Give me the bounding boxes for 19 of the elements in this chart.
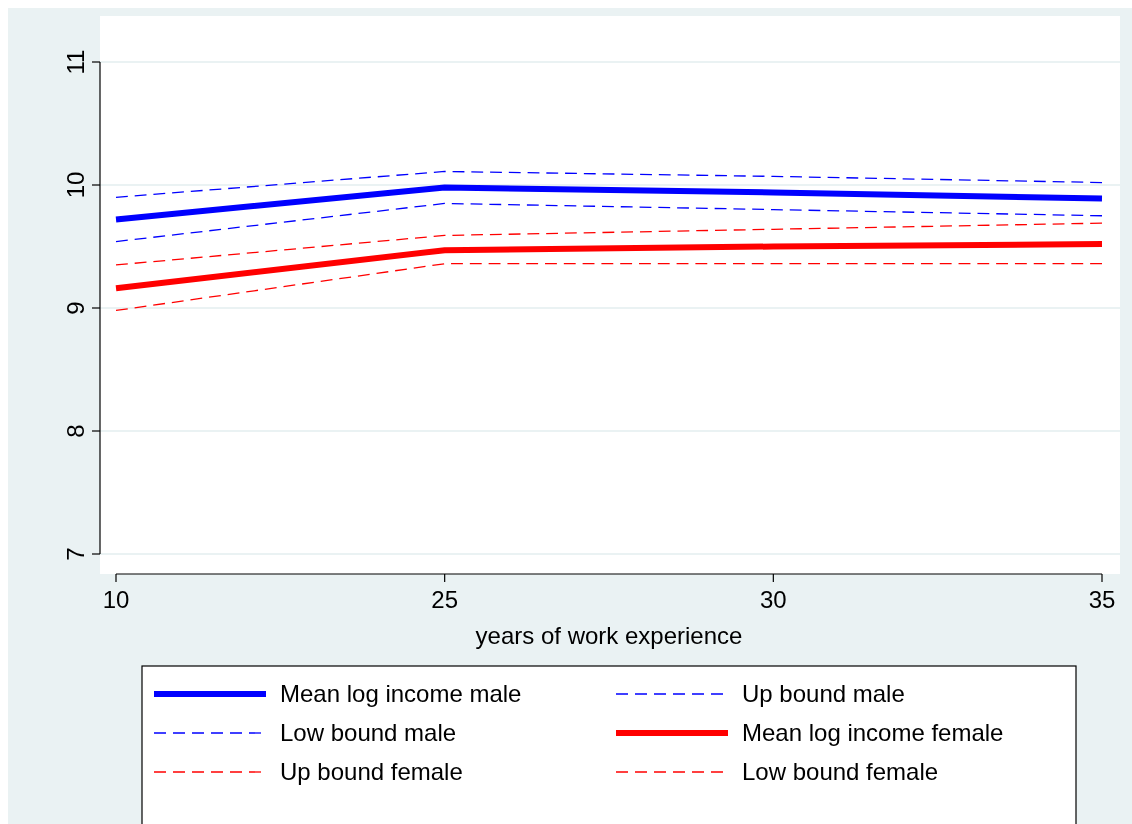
y-tick-label: 9 <box>62 301 89 315</box>
line-series <box>115 170 1103 198</box>
line-series <box>115 222 1103 266</box>
legend-label: Up bound male <box>742 680 905 707</box>
y-tick-label: 11 <box>62 49 89 75</box>
x-tick-label: 10 <box>102 586 130 613</box>
legend-label: Low bound male <box>280 719 457 746</box>
line-series <box>115 202 1103 243</box>
y-tick-label: 8 <box>62 424 89 438</box>
y-tick-label: 7 <box>62 547 89 561</box>
x-tick-label: 25 <box>431 586 459 613</box>
y-tick-label: 10 <box>62 171 89 199</box>
legend-label: Mean log income female <box>742 719 1004 746</box>
legend-label: Mean log income male <box>280 680 522 707</box>
x-tick-label: 35 <box>1088 586 1116 613</box>
legend-label: Up bound female <box>280 758 463 785</box>
legend-label: Low bound female <box>742 758 939 785</box>
x-tick-label: 30 <box>759 586 787 613</box>
x-axis-title: years of work experience <box>475 622 743 649</box>
